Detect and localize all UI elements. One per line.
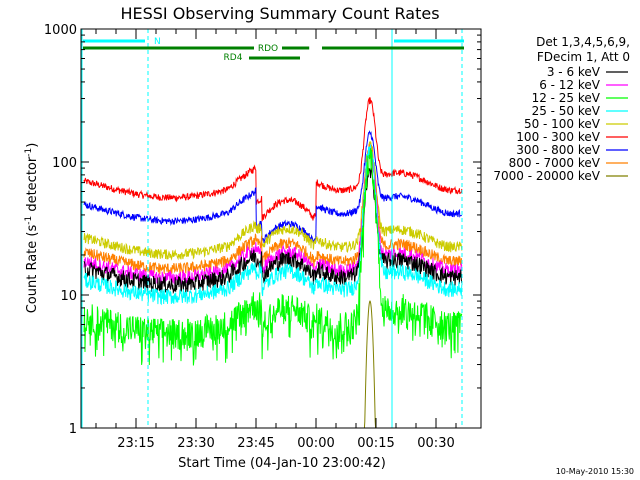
y-axis-label: Count Rate (s-1 detector-1) — [24, 143, 40, 314]
series-line-7 — [83, 143, 463, 275]
saa-label: RDO — [258, 44, 278, 54]
y-tick-label: 100 — [52, 156, 77, 171]
x-axis-label: Start Time (04-Jan-10 23:00:42) — [178, 456, 386, 471]
legend-header-line-1: Det 1,3,4,5,6,9, — [536, 35, 630, 49]
status-bars: N RDO RD4 — [83, 37, 464, 63]
x-tick-label: 00:30 — [417, 436, 454, 451]
y-tick-label: 1000 — [44, 23, 77, 38]
series-line-0 — [83, 166, 463, 295]
legend-label: 300 - 800 keV — [516, 143, 600, 157]
series-layer — [83, 96, 463, 429]
chart-title: HESSI Observing Summary Count Rates — [120, 4, 439, 23]
series-line-8 — [360, 300, 380, 429]
y-tick-label: 1 — [69, 422, 77, 437]
x-tick-label: 00:00 — [297, 436, 334, 451]
series-line-2 — [83, 148, 463, 366]
legend-label: 12 - 25 keV — [532, 91, 601, 105]
plot-frame — [80, 28, 482, 429]
legend-label: 7000 - 20000 keV — [493, 169, 600, 183]
x-tick-label: 00:15 — [357, 436, 394, 451]
series-line-3 — [83, 144, 463, 306]
legend-label: 25 - 50 keV — [532, 104, 601, 118]
x-tick-label: 23:30 — [177, 436, 214, 451]
series-line-4 — [83, 141, 463, 261]
time-markers — [81, 29, 463, 428]
rd4-label: RD4 — [224, 53, 243, 63]
axis-ticks: 1 10 100 1000 23:15 23:30 23:45 00:00 00:15 00:30 — [44, 23, 481, 451]
legend-label: 6 - 12 keV — [539, 78, 601, 92]
series-line-6 — [83, 130, 462, 244]
night-label: N — [154, 37, 161, 47]
legend-label: 50 - 100 keV — [524, 117, 601, 131]
legend-label: 3 - 6 keV — [547, 65, 601, 79]
saa-label-bg — [254, 42, 282, 53]
legend: Det 1,3,4,5,6,9, FDecim 1, Att 0 3 - 6 k… — [493, 35, 630, 183]
legend-header-line-2: FDecim 1, Att 0 — [537, 50, 630, 64]
legend-label: 100 - 300 keV — [516, 130, 600, 144]
series-line-5 — [83, 96, 463, 222]
x-tick-label: 23:45 — [237, 436, 274, 451]
footer-date: 10-May-2010 15:30 — [556, 467, 634, 476]
x-tick-label: 23:15 — [117, 436, 154, 451]
y-tick-label: 10 — [60, 289, 77, 304]
legend-label: 800 - 7000 keV — [509, 156, 601, 170]
